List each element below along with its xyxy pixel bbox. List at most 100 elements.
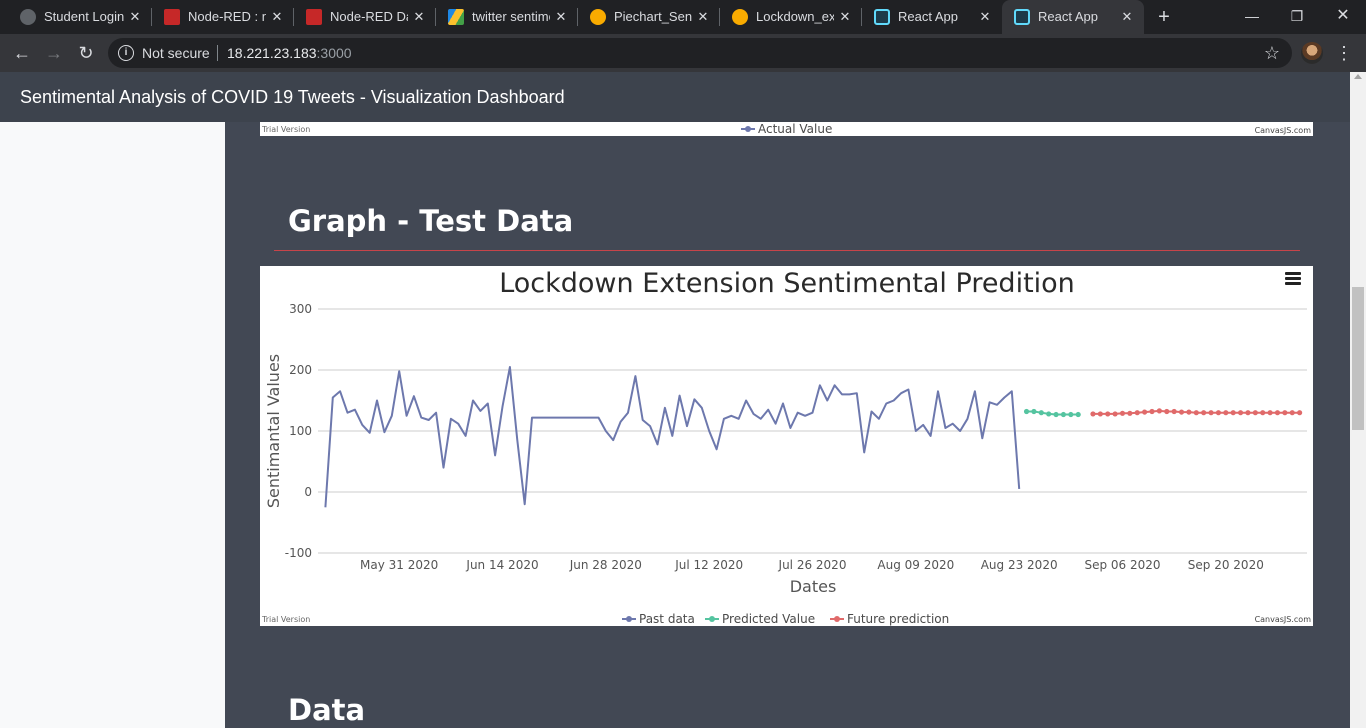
trial-version-label: Trial Version bbox=[262, 125, 311, 134]
legend-marker bbox=[741, 125, 755, 132]
close-icon[interactable]: ✕ bbox=[1121, 9, 1133, 24]
legend-item-predicted-value[interactable]: Predicted Value bbox=[705, 612, 815, 626]
url-host: 18.221.23.183 bbox=[227, 45, 317, 61]
tab-title: twitter sentime bbox=[472, 9, 550, 24]
back-button[interactable]: ← bbox=[13, 43, 31, 63]
browser-tab[interactable]: Lockdown_exte ✕ bbox=[720, 0, 862, 34]
browser-tab-active[interactable]: React App ✕ bbox=[1002, 0, 1144, 34]
data-point bbox=[1260, 410, 1266, 416]
y-tick-label: 200 bbox=[289, 363, 312, 377]
trial-version-label: Trial Version bbox=[262, 615, 311, 624]
tab-title: Node-RED : no bbox=[188, 9, 266, 24]
close-icon[interactable]: ✕ bbox=[839, 9, 851, 24]
legend-item-past-data[interactable]: Past data bbox=[622, 612, 695, 626]
close-window-button[interactable]: ✕ bbox=[1336, 7, 1350, 24]
data-point bbox=[1090, 411, 1096, 417]
globe-icon bbox=[20, 9, 36, 25]
google-drive-icon bbox=[448, 9, 464, 25]
tab-title: Node-RED Das bbox=[330, 9, 408, 24]
browser-tab[interactable]: Node-RED : no ✕ bbox=[152, 0, 294, 34]
data-point bbox=[1237, 410, 1244, 416]
info-icon[interactable]: i bbox=[118, 45, 134, 61]
bookmark-star-icon[interactable]: ☆ bbox=[1263, 43, 1280, 63]
y-tick-label: 100 bbox=[289, 424, 312, 438]
legend-label: Future prediction bbox=[847, 612, 950, 626]
close-icon[interactable]: ✕ bbox=[129, 9, 141, 24]
data-point bbox=[1282, 410, 1288, 416]
tab-divider bbox=[151, 8, 152, 26]
x-tick-label: Sep 06 2020 bbox=[1084, 558, 1160, 572]
legend-item-future-prediction[interactable]: Future prediction bbox=[830, 612, 949, 626]
close-icon[interactable]: ✕ bbox=[979, 9, 991, 24]
node-red-icon bbox=[306, 9, 322, 25]
legend-item-actual-value[interactable]: Actual Value bbox=[741, 122, 832, 136]
y-axis-title: Sentimantal Values bbox=[264, 354, 283, 508]
reload-button[interactable]: ↻ bbox=[78, 43, 94, 63]
profile-avatar[interactable] bbox=[1301, 42, 1323, 64]
react-icon bbox=[874, 9, 890, 25]
data-point bbox=[1164, 408, 1170, 415]
tab-title: React App bbox=[1038, 9, 1098, 24]
browser-tab[interactable]: React App ✕ bbox=[862, 0, 1002, 34]
y-tick-label: -100 bbox=[285, 546, 312, 560]
scroll-up-arrow-icon[interactable] bbox=[1354, 74, 1362, 79]
legend-label: Past data bbox=[639, 612, 695, 626]
url-port: :3000 bbox=[316, 45, 352, 61]
main-content: Trial Version Actual Value CanvasJS.com … bbox=[225, 122, 1350, 728]
close-icon[interactable]: ✕ bbox=[413, 9, 425, 24]
series-line-past-data bbox=[324, 366, 1021, 508]
tab-title: Student Login bbox=[44, 9, 125, 24]
data-point bbox=[1297, 410, 1303, 416]
browser-menu-icon[interactable]: ⋮ bbox=[1335, 43, 1353, 63]
data-point bbox=[1046, 411, 1052, 417]
y-tick-label: 300 bbox=[289, 302, 312, 316]
app-title: Sentimental Analysis of COVID 19 Tweets … bbox=[20, 87, 565, 107]
y-tick-label: 0 bbox=[304, 485, 312, 499]
url-text[interactable]: 18.221.23.183:3000 bbox=[227, 45, 352, 61]
chart-menu-icon[interactable] bbox=[1285, 272, 1301, 288]
data-point bbox=[1178, 409, 1185, 415]
close-icon[interactable]: ✕ bbox=[555, 9, 567, 24]
data-point bbox=[1038, 410, 1044, 416]
data-point bbox=[1274, 410, 1281, 416]
data-point bbox=[1201, 410, 1207, 416]
data-point bbox=[1252, 410, 1258, 416]
data-point bbox=[1105, 411, 1111, 417]
data-point bbox=[1267, 410, 1273, 416]
browser-tab[interactable]: Piechart_Sentir ✕ bbox=[578, 0, 720, 34]
legend-label: Predicted Value bbox=[722, 612, 816, 626]
browser-toolbar: ← → ↻ i Not secure 18.221.23.183:3000 ☆ … bbox=[0, 34, 1366, 72]
new-tab-button[interactable]: + bbox=[1158, 6, 1170, 28]
colab-icon bbox=[590, 9, 606, 25]
legend-marker bbox=[830, 615, 844, 622]
data-point bbox=[1208, 410, 1214, 416]
colab-icon bbox=[732, 9, 748, 25]
section-title-graph: Graph - Test Data bbox=[288, 204, 574, 238]
canvasjs-credit[interactable]: CanvasJS.com bbox=[1254, 615, 1311, 624]
section-divider bbox=[274, 250, 1300, 251]
restore-button[interactable]: ❐ bbox=[1290, 8, 1304, 24]
security-label[interactable]: Not secure bbox=[142, 45, 210, 61]
page-scrollbar[interactable] bbox=[1350, 72, 1366, 728]
tab-title: Piechart_Sentir bbox=[614, 9, 692, 24]
app-header: Sentimental Analysis of COVID 19 Tweets … bbox=[0, 72, 1350, 122]
omnibox-divider bbox=[217, 45, 218, 61]
data-point bbox=[1119, 410, 1126, 416]
data-point bbox=[1156, 408, 1162, 414]
browser-tab[interactable]: twitter sentime ✕ bbox=[436, 0, 578, 34]
data-point bbox=[1215, 410, 1222, 416]
address-bar[interactable]: i Not secure 18.221.23.183:3000 ☆ bbox=[108, 38, 1292, 68]
data-point bbox=[1127, 410, 1133, 416]
tab-divider bbox=[435, 8, 436, 26]
forward-button[interactable]: → bbox=[45, 43, 63, 63]
scroll-thumb[interactable] bbox=[1352, 287, 1364, 430]
data-point bbox=[1289, 410, 1295, 416]
close-icon[interactable]: ✕ bbox=[697, 9, 709, 24]
minimize-button[interactable]: — bbox=[1245, 8, 1259, 24]
tab-title: Lockdown_exte bbox=[756, 9, 834, 24]
close-icon[interactable]: ✕ bbox=[271, 9, 283, 24]
actual-value-chart-footer: Trial Version Actual Value CanvasJS.com bbox=[260, 122, 1313, 136]
canvasjs-credit[interactable]: CanvasJS.com bbox=[1254, 126, 1311, 135]
browser-tab[interactable]: Student Login ✕ bbox=[8, 0, 152, 34]
browser-tab[interactable]: Node-RED Das ✕ bbox=[294, 0, 436, 34]
